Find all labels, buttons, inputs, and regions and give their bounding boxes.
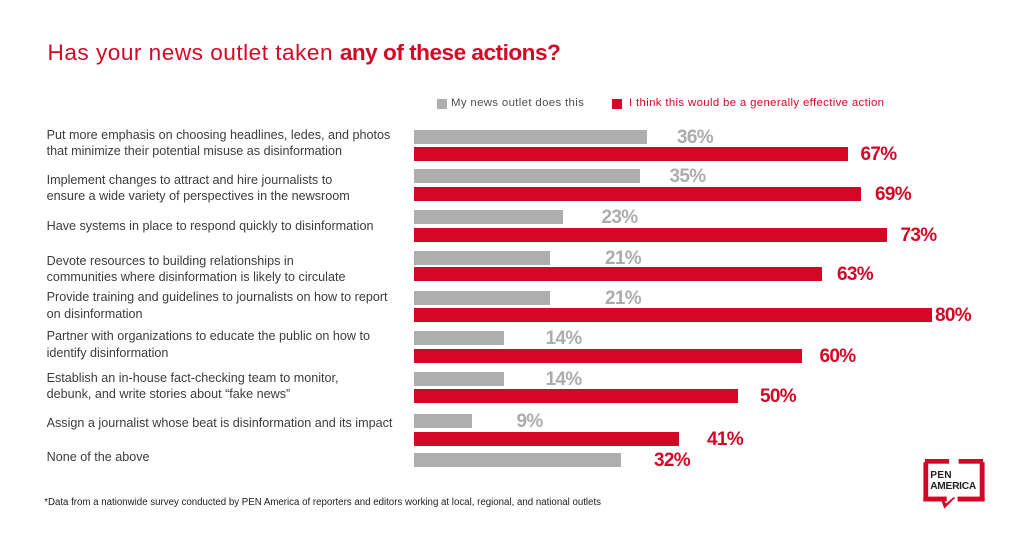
svg-text:PEN: PEN: [930, 470, 952, 481]
svg-text:AMERICA: AMERICA: [930, 481, 977, 492]
